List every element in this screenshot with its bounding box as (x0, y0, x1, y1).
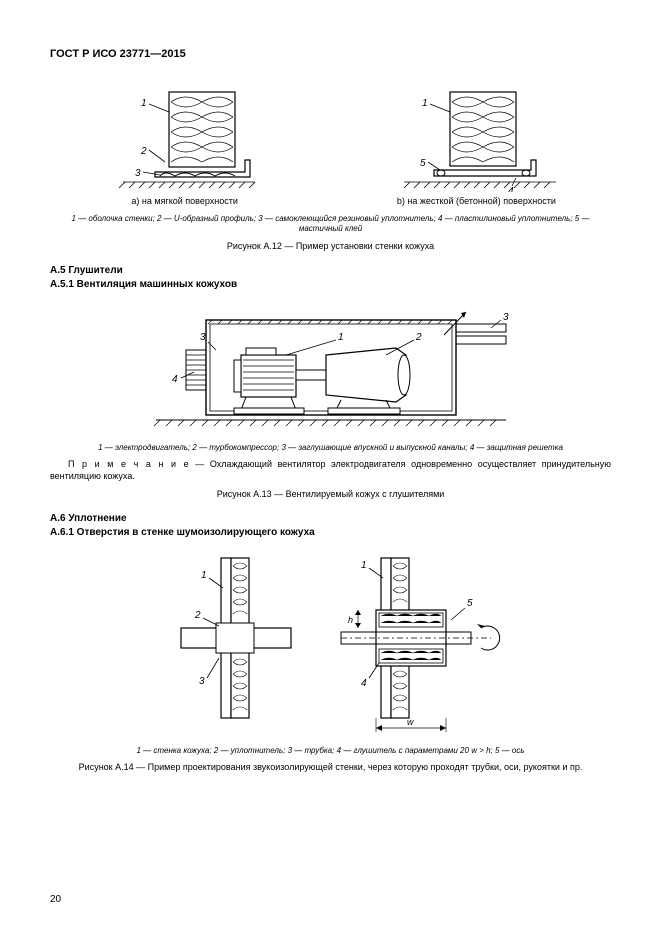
fig13-label-1: 1 (338, 332, 344, 343)
fig14-legend-param: w > h (471, 746, 490, 755)
fig14-right-4: 4 (361, 678, 367, 689)
fig12a-label-2: 2 (140, 146, 147, 157)
fig12b-label-5: 5 (420, 158, 426, 169)
fig12-title: Рисунок А.12 — Пример установки стенки к… (50, 241, 611, 251)
figure-a12-b: 1 5 4 b) на жесткой (бетонной) поверхнос… (342, 82, 611, 206)
figure-a14-svg: 1 2 3 (151, 548, 511, 738)
fig12-caption-a: a) на мягкой поверхности (131, 196, 238, 206)
fig13-label-4: 4 (172, 374, 178, 385)
figure-a12-a: 1 2 3 a) на мягкой поверхности (50, 82, 319, 206)
section-a61: А.6.1 Отверстия в стенке шумоизолирующег… (50, 527, 611, 538)
fig14-legend: 1 — стенка кожуха; 2 — уплотнитель; 3 — … (50, 746, 611, 756)
figure-a12-a-svg: 1 2 3 (105, 82, 265, 192)
fig12b-label-4: 4 (508, 186, 514, 192)
fig13-label-2: 2 (415, 332, 422, 343)
fig14-legend-suffix: ; 5 — ось (491, 746, 525, 755)
figure-a12-row: 1 2 3 a) на мягкой поверхности (50, 82, 611, 206)
fig12-caption-b: b) на жесткой (бетонной) поверхности (397, 196, 556, 206)
fig13-label-3l: 3 (200, 332, 206, 343)
fig13-legend: 1 — электродвигатель; 2 — турбокомпрессо… (50, 443, 611, 453)
figure-a14: 1 2 3 (50, 548, 611, 738)
fig14-left-2: 2 (194, 610, 201, 621)
fig13-title: Рисунок А.13 — Вентилируемый кожух с глу… (50, 489, 611, 499)
fig13-note: П р и м е ч а н и е — Охлаждающий вентил… (50, 459, 611, 482)
fig13-note-label: П р и м е ч а н и е (68, 459, 190, 469)
figure-a13: 1 2 3 3 4 (50, 300, 611, 435)
section-a51: А.5.1 Вентиляция машинных кожухов (50, 279, 611, 290)
fig14-left-1: 1 (201, 570, 207, 581)
fig14-legend-prefix: 1 — стенка кожуха; 2 — уплотнитель; 3 — … (136, 746, 471, 755)
figure-a13-svg: 1 2 3 3 4 (146, 300, 516, 435)
figure-a12-b-svg: 1 5 4 (386, 82, 566, 192)
fig14-label-w: w (407, 717, 414, 727)
section-a6: А.6 Уплотнение (50, 513, 611, 524)
fig12b-label-1: 1 (422, 98, 428, 109)
fig12a-label-3: 3 (135, 168, 141, 179)
fig12a-label-1: 1 (141, 98, 147, 109)
fig14-left-3: 3 (199, 676, 205, 687)
doc-header: ГОСТ Р ИСО 23771—2015 (50, 48, 611, 60)
fig12-legend: 1 — оболочка стенки; 2 — U-образный проф… (50, 214, 611, 235)
fig14-right-5: 5 (467, 598, 473, 609)
fig14-label-h: h (348, 615, 353, 625)
fig13-label-3r: 3 (503, 312, 509, 323)
page: ГОСТ Р ИСО 23771—2015 (0, 0, 661, 935)
fig14-right-1: 1 (361, 560, 367, 571)
fig14-title: Рисунок А.14 — Пример проектирования зву… (50, 762, 611, 772)
page-number: 20 (50, 894, 61, 905)
section-a5: А.5 Глушители (50, 265, 611, 276)
